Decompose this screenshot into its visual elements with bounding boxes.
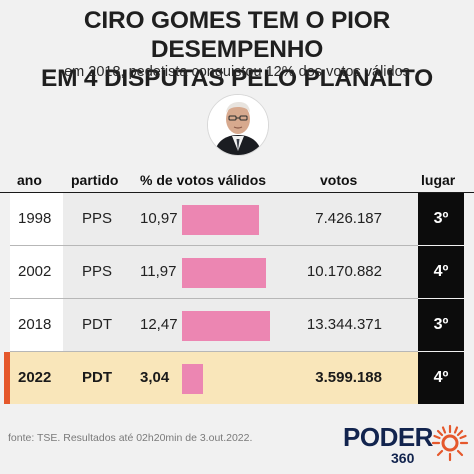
- cell-lugar: 4º: [418, 246, 464, 298]
- column-header-ano: ano: [17, 172, 42, 188]
- row-year-cell-bg: [10, 246, 63, 298]
- cell-lugar: 3º: [418, 193, 464, 245]
- cell-votos: 3.599.188: [315, 369, 382, 386]
- cell-partido: PDT: [82, 369, 112, 386]
- candidate-photo: [207, 94, 269, 156]
- bar-1998: [182, 205, 259, 235]
- logo-number: 360: [391, 450, 415, 466]
- title-line-1: CIRO GOMES TEM O PIOR DESEMPENHO: [83, 7, 391, 63]
- table-row: 1998 PPS 10,97 7.426.187 3º: [0, 193, 474, 245]
- cell-ano: 2018: [18, 316, 52, 333]
- chart-title: CIRO GOMES TEM O PIOR DESEMPENHO EM 4 DI…: [0, 6, 474, 93]
- cell-ano: 2002: [18, 263, 52, 280]
- column-header-partido: partido: [71, 172, 119, 188]
- bar-2022: [182, 364, 203, 394]
- cell-partido: PDT: [82, 316, 112, 333]
- table-row: 2018 PDT 12,47 13.344.371 3º: [0, 299, 474, 351]
- header-divider: [0, 192, 474, 193]
- logo-wordmark: PODER: [343, 422, 433, 452]
- cell-ano: 2022: [18, 369, 52, 386]
- cell-pct: 3,04: [140, 369, 170, 386]
- cell-pct: 12,47: [140, 316, 178, 333]
- source-note: fonte: TSE. Resultados até 02h20min de 3…: [8, 432, 253, 444]
- cell-partido: PPS: [82, 210, 113, 227]
- cell-pct: 11,97: [140, 263, 177, 280]
- column-header-pct: % de votos válidos: [140, 172, 267, 188]
- column-header-lugar: lugar: [421, 172, 456, 188]
- cell-votos: 7.426.187: [315, 210, 382, 227]
- row-divider: [10, 351, 418, 352]
- cell-ano: 1998: [18, 210, 52, 227]
- bar-2018: [182, 311, 270, 341]
- row-divider: [10, 298, 418, 299]
- cell-votos: 10.170.882: [306, 263, 382, 280]
- cell-partido: PPS: [82, 263, 113, 280]
- row-year-cell-bg: [10, 193, 63, 245]
- cell-pct: 10,97: [140, 210, 178, 227]
- chart-subtitle: em 2018, pedetista conquistou 12% dos vo…: [64, 64, 410, 80]
- row-divider: [10, 245, 418, 246]
- cell-lugar: 4º: [418, 352, 464, 404]
- column-header-votos: votos: [320, 172, 358, 188]
- table-row: 2002 PPS 11,97 10.170.882 4º: [0, 246, 474, 298]
- highlight-accent: [4, 352, 10, 404]
- sun-icon: [431, 424, 469, 462]
- poder360-logo: PODER 360: [343, 420, 473, 470]
- title-line-2: EM 4 DISPUTAS PELO PLANALTO: [40, 65, 434, 92]
- row-year-cell-bg: [10, 299, 63, 351]
- cell-votos: 13.344.371: [306, 316, 382, 333]
- bar-2002: [182, 258, 266, 288]
- cell-lugar: 3º: [418, 299, 464, 351]
- table-row-highlighted: 2022 PDT 3,04 3.599.188 4º: [0, 352, 474, 404]
- row-background: [10, 352, 418, 404]
